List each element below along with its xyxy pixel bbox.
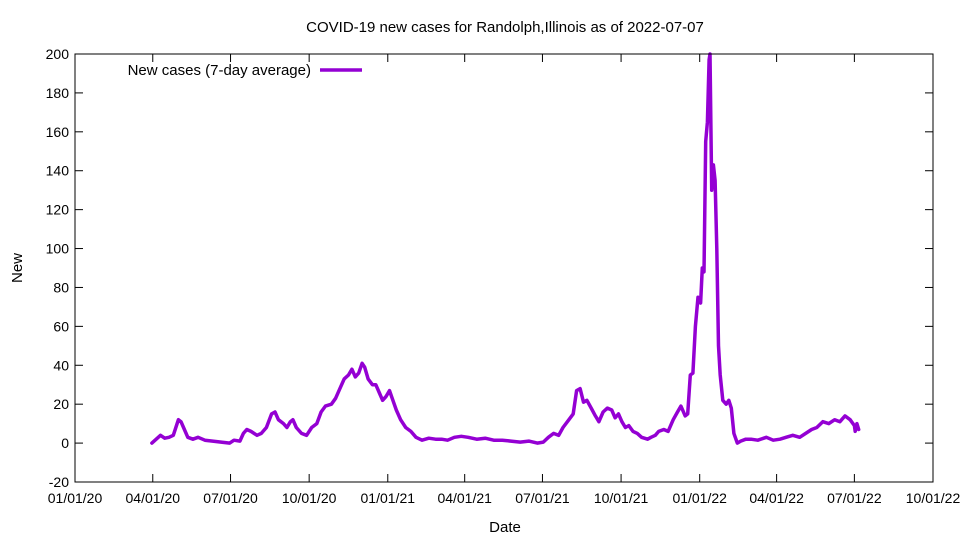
axis-tick-labels: -20 0 20 40 60 80 100 120 140 160 180 200 01/01/20 04… (46, 46, 960, 506)
y-tick-label: 20 (53, 396, 69, 412)
x-tick-label: 07/01/21 (515, 490, 570, 506)
y-tick-label: 140 (46, 163, 70, 179)
x-tick-label: 01/01/22 (672, 490, 727, 506)
y-axis-label: New (9, 253, 26, 283)
y-tick-label: 80 (53, 279, 69, 295)
x-tick-label: 07/01/22 (827, 490, 882, 506)
x-tick-label: 10/01/20 (282, 490, 337, 506)
y-tick-label: 160 (46, 124, 70, 140)
x-tick-label: 01/01/20 (48, 490, 103, 506)
x-tick-label: 01/01/21 (361, 490, 416, 506)
axis-ticks (74, 53, 934, 483)
y-tick-label: 100 (46, 241, 70, 257)
x-tick-label: 04/01/21 (437, 490, 492, 506)
y-tick-label: 40 (53, 357, 69, 373)
y-tick-label: 120 (46, 202, 70, 218)
y-tick-label: 200 (46, 46, 70, 62)
legend-label: New cases (7-day average) (128, 62, 311, 79)
x-tick-label: 04/01/20 (126, 490, 181, 506)
legend: New cases (7-day average) (128, 62, 362, 79)
x-axis-label: Date (489, 519, 521, 536)
y-tick-label: -20 (49, 474, 69, 490)
x-tick-label: 07/01/20 (203, 490, 258, 506)
y-tick-label: 180 (46, 85, 70, 101)
x-tick-label: 10/01/22 (906, 490, 960, 506)
y-tick-label: 0 (61, 435, 69, 451)
series-line (150, 52, 861, 445)
x-tick-label: 04/01/22 (749, 490, 804, 506)
chart-title: COVID-19 new cases for Randolph,Illinois… (306, 19, 704, 36)
y-tick-label: 60 (53, 318, 69, 334)
x-tick-label: 10/01/21 (594, 490, 649, 506)
plot-frame (74, 53, 934, 483)
